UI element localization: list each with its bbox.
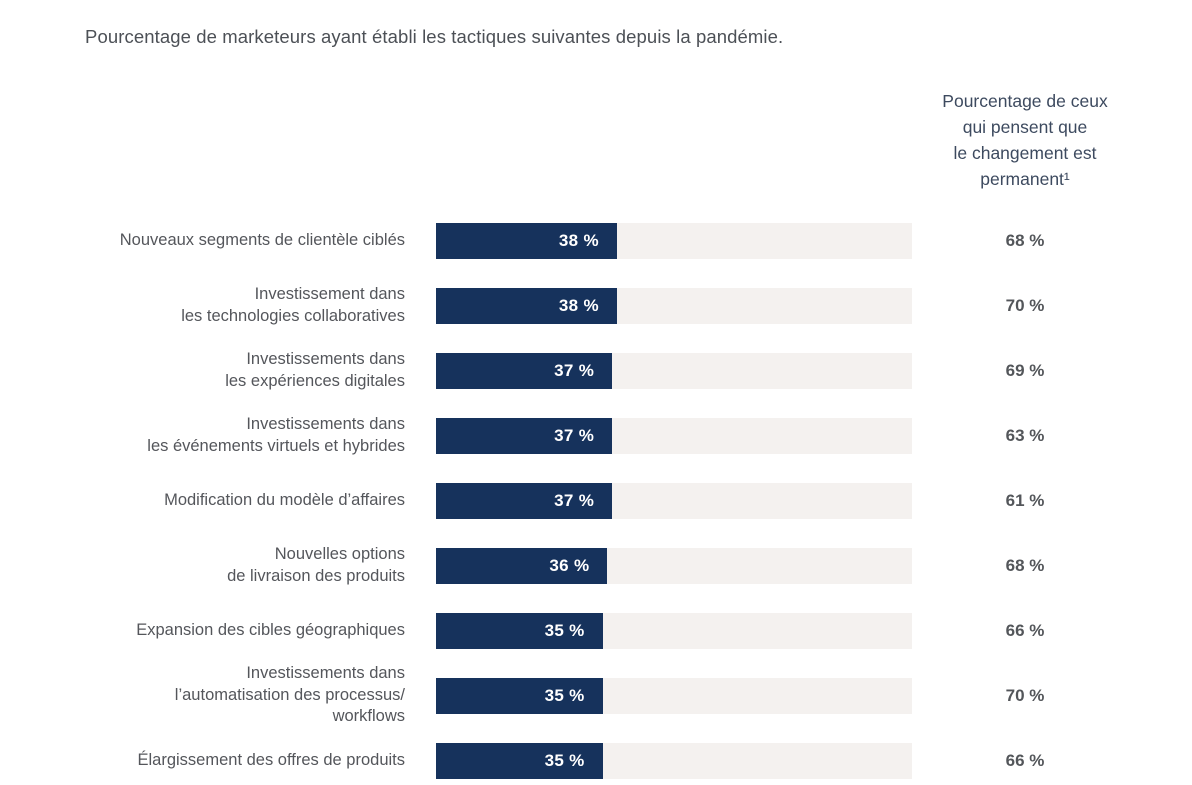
- table-row: Nouveaux segments de clientèle ciblés 38…: [45, 208, 1138, 273]
- table-row: Investissement dans les technologies col…: [45, 273, 1138, 338]
- bar: 37 %: [436, 352, 613, 389]
- permanent-column-header: Pourcentage de ceux qui pensent que le c…: [942, 91, 1108, 189]
- tactic-label: Élargissement des offres de produits: [137, 750, 405, 769]
- permanent-value: 68 %: [1005, 555, 1045, 575]
- bar-track: 37 %: [436, 352, 912, 389]
- bar-track: 35 %: [436, 612, 912, 649]
- table-row: Expansion des cibles géographiques 35 % …: [45, 598, 1138, 663]
- bar: 35 %: [436, 742, 603, 779]
- bar-track: 38 %: [436, 287, 912, 324]
- table-row: Élargissement des offres de produits 35 …: [45, 728, 1138, 785]
- tactic-label: Nouveaux segments de clientèle ciblés: [119, 230, 405, 249]
- bar-track: 35 %: [436, 742, 912, 779]
- tactic-label: Investissement dans les technologies col…: [181, 285, 405, 325]
- table-row: Investissements dans les événements virt…: [45, 403, 1138, 468]
- bar-track: 36 %: [436, 547, 912, 584]
- bar-value-label: 35 %: [544, 620, 585, 640]
- bar: 35 %: [436, 677, 603, 714]
- tactic-label: Expansion des cibles géographiques: [136, 620, 405, 639]
- permanent-value: 70 %: [1005, 685, 1045, 705]
- permanent-value: 66 %: [1005, 620, 1045, 640]
- tactic-label: Investissements dans les événements virt…: [147, 415, 405, 455]
- bar-value-label: 36 %: [549, 555, 590, 575]
- bar: 35 %: [436, 612, 603, 649]
- table-row: Nouvelles options de livraison des produ…: [45, 533, 1138, 598]
- bar: 37 %: [436, 417, 613, 454]
- tactic-label: Modification du modèle d’affaires: [164, 490, 405, 509]
- bar-chart: Pourcentage de ceux qui pensent que le c…: [45, 88, 1192, 785]
- bar-value-label: 37 %: [554, 490, 595, 510]
- bar-value-label: 37 %: [554, 425, 595, 445]
- bar: 37 %: [436, 482, 613, 519]
- permanent-value: 68 %: [1005, 230, 1045, 250]
- bar: 38 %: [436, 287, 617, 324]
- tactic-label: Investissements dans l’automatisation de…: [174, 664, 405, 726]
- tactic-label: Investissements dans les expériences dig…: [225, 350, 405, 390]
- bar-track: 37 %: [436, 417, 912, 454]
- bar-track: 38 %: [436, 222, 912, 259]
- permanent-value: 63 %: [1005, 425, 1045, 445]
- table-row: Modification du modèle d’affaires 37 % 6…: [45, 468, 1138, 533]
- table-row: Investissements dans les expériences dig…: [45, 338, 1138, 403]
- bar-value-label: 38 %: [558, 230, 599, 250]
- table-row: Investissements dans l’automatisation de…: [45, 663, 1138, 728]
- bar-value-label: 35 %: [544, 750, 585, 770]
- bar-value-label: 35 %: [544, 685, 585, 705]
- permanent-value: 70 %: [1005, 295, 1045, 315]
- bar-value-label: 38 %: [558, 295, 599, 315]
- bar-track: 37 %: [436, 482, 912, 519]
- bar: 38 %: [436, 222, 617, 259]
- permanent-value: 61 %: [1005, 490, 1045, 510]
- chart-title: Pourcentage de marketeurs ayant établi l…: [85, 26, 784, 47]
- bar-track: 35 %: [436, 677, 912, 714]
- permanent-value: 66 %: [1005, 750, 1045, 770]
- bar: 36 %: [436, 547, 608, 584]
- tactic-label: Nouvelles options de livraison des produ…: [227, 545, 405, 585]
- permanent-value: 69 %: [1005, 360, 1045, 380]
- bar-value-label: 37 %: [554, 360, 595, 380]
